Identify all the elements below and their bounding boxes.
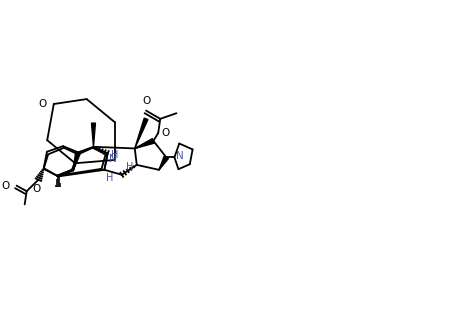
Text: H: H bbox=[106, 173, 114, 183]
Text: H: H bbox=[126, 162, 134, 172]
Text: O: O bbox=[142, 96, 150, 106]
Text: N: N bbox=[109, 154, 116, 164]
Text: O: O bbox=[39, 99, 47, 109]
Polygon shape bbox=[135, 139, 154, 148]
Text: O: O bbox=[161, 128, 170, 138]
Text: H: H bbox=[110, 151, 118, 161]
Text: O: O bbox=[32, 184, 41, 194]
Polygon shape bbox=[135, 118, 148, 148]
Text: O: O bbox=[1, 181, 9, 191]
Polygon shape bbox=[92, 123, 96, 147]
Polygon shape bbox=[159, 156, 168, 170]
Text: N: N bbox=[176, 151, 184, 161]
Polygon shape bbox=[73, 152, 80, 171]
